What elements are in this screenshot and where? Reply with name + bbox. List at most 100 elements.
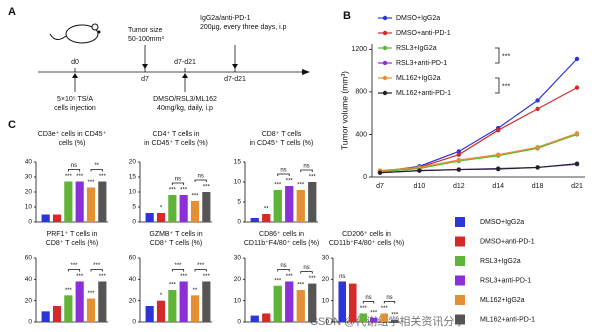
y-tick-label: 1200 [351, 46, 367, 53]
y-tick-label: 40 [129, 276, 137, 283]
data-point [574, 85, 580, 90]
legend-label: ML162+IgG2a [480, 297, 525, 304]
significance: *** [65, 288, 73, 294]
significance: *** [502, 53, 510, 60]
y-tick-label: 0 [132, 319, 136, 326]
significance: *** [197, 263, 205, 269]
significance: *** [174, 263, 182, 269]
timeline-ticks [74, 45, 236, 92]
chart-title: GZMB⁺ T cells in [149, 231, 202, 238]
bar [262, 313, 271, 322]
y-tick-label: 20 [234, 276, 242, 283]
legend-label: RSL3+anti-PD-1 [396, 60, 447, 67]
bar [296, 290, 305, 322]
bar [52, 306, 62, 322]
bracket [495, 77, 500, 94]
bracket [383, 301, 396, 304]
bar [156, 300, 166, 322]
legend-label: DMSO+anti-PD-1 [480, 238, 535, 245]
bar [145, 306, 154, 322]
significance: *** [309, 276, 317, 282]
bracket [300, 271, 313, 274]
bar [52, 214, 62, 222]
series-line [379, 133, 578, 173]
legend-label: RSL3+IgG2a [480, 258, 521, 265]
significance: *** [360, 306, 368, 312]
y-tick-label: 400 [355, 131, 367, 138]
y-tick-label: 15 [234, 159, 242, 166]
x-tick-label: d21 [571, 183, 583, 190]
significance: ** [264, 207, 269, 213]
bracket [194, 269, 207, 272]
y-tick-label: 0 [28, 319, 32, 326]
y-tick-label: 0 [237, 319, 241, 326]
bar [338, 281, 347, 322]
day-label: d7-d21 [224, 76, 246, 83]
panel-label: C [8, 119, 16, 131]
bar [390, 319, 399, 322]
significance: * [160, 206, 163, 212]
bar [380, 313, 389, 322]
significance: *** [87, 180, 95, 186]
bar [156, 213, 166, 222]
bracket [67, 169, 81, 172]
event-text: 5×10⁵ TS/A [57, 96, 93, 103]
significance: *** [274, 278, 282, 284]
y-tick-label: 30 [234, 255, 242, 262]
event-text: DMSO/RSL3/ML162 [153, 96, 217, 103]
bar [202, 192, 211, 222]
bracket [67, 269, 81, 272]
data-point [496, 166, 501, 172]
legend-label: DMSO+anti-PD-1 [396, 30, 451, 37]
y-tick-label: 10 [322, 297, 330, 304]
bracket [300, 169, 313, 172]
bar [348, 283, 357, 322]
bar [179, 281, 188, 322]
bar [308, 182, 317, 222]
bracket [171, 269, 185, 272]
y-tick-label: 10 [234, 297, 242, 304]
x-tick-label: d18 [532, 183, 544, 190]
significance: *** [309, 175, 317, 181]
y-tick-label: 10 [234, 179, 242, 186]
legend-swatch [455, 256, 465, 266]
y-tick-label: 0 [325, 319, 329, 326]
data-point [535, 98, 540, 103]
y-tick-label: 60 [25, 255, 33, 262]
legend-swatch [455, 217, 465, 227]
significance: ns [280, 263, 286, 269]
bar [285, 186, 294, 222]
data-point [496, 152, 501, 157]
data-point [574, 161, 580, 166]
day-label: d0 [71, 59, 79, 66]
chart-title: CD86⁺ cells in [259, 231, 304, 238]
chart-title: CD8⁺ T cells (%) [46, 240, 98, 247]
significance: *** [70, 263, 78, 269]
bracket [90, 269, 103, 272]
significance: *** [180, 188, 188, 194]
bar [64, 181, 73, 222]
significance: ns [303, 164, 309, 170]
bracket [362, 301, 375, 304]
bar [262, 214, 271, 222]
significance: *** [76, 274, 84, 280]
panel-label: A [8, 6, 16, 18]
significance: ** [193, 288, 198, 294]
significance: *** [286, 179, 294, 185]
significance: *** [87, 291, 95, 297]
significance: *** [297, 283, 305, 289]
x-tick-label: d12 [453, 183, 465, 190]
data-point [535, 106, 540, 112]
significance: *** [169, 188, 177, 194]
bar [168, 290, 177, 322]
legend-label: RSL3+anti-PD-1 [480, 277, 531, 284]
chart-title: cells (%) [59, 140, 86, 147]
bracket [171, 182, 185, 185]
y-tick-label: 0 [363, 174, 367, 181]
x-tick-label: d14 [492, 183, 504, 190]
significance: *** [191, 194, 199, 200]
x-tick-label: d7 [376, 183, 384, 190]
y-tick-label: 20 [25, 297, 33, 304]
bar [202, 281, 211, 322]
x-tick-label: d10 [414, 183, 426, 190]
